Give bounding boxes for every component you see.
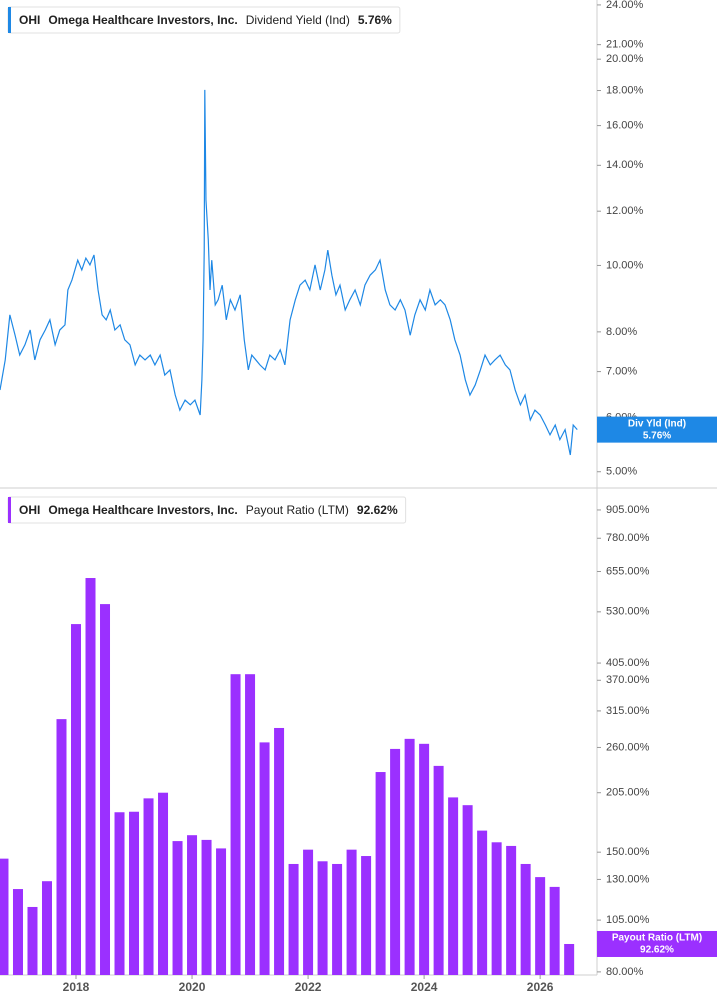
- bar: [375, 772, 386, 975]
- y-tick-label: 530.00%: [606, 606, 650, 618]
- value-tag: [597, 930, 717, 957]
- bar: [317, 861, 328, 975]
- bar: [332, 863, 343, 975]
- y-tick-label: 655.00%: [606, 565, 650, 577]
- line-series: [0, 89, 578, 456]
- bar: [85, 578, 96, 975]
- value-tag-value: 92.62%: [640, 945, 674, 956]
- y-tick-label: 150.00%: [606, 846, 650, 858]
- bar: [216, 848, 227, 975]
- y-tick-label: 205.00%: [606, 787, 650, 799]
- bar: [12, 889, 23, 975]
- bar: [172, 841, 183, 975]
- y-tick-label: 21.00%: [606, 39, 644, 51]
- value-tag: [597, 416, 717, 443]
- legend: OHI Omega Healthcare Investors, Inc. Divid…: [7, 6, 401, 34]
- y-tick-label: 7.00%: [606, 366, 637, 378]
- y-tick-label: 130.00%: [606, 873, 650, 885]
- y-tick-label: 80.00%: [606, 966, 644, 978]
- bar: [506, 845, 517, 975]
- legend-text: Omega Healthcare Investors, Inc.: [48, 13, 237, 27]
- legend-text: Dividend Yield (Ind): [246, 13, 350, 27]
- bar: [201, 839, 212, 975]
- bar: [56, 719, 67, 975]
- x-tick-label: 2018: [63, 980, 90, 994]
- bar: [129, 811, 140, 975]
- y-tick-label: 24.00%: [606, 0, 644, 11]
- bar: [158, 792, 169, 975]
- bar: [477, 830, 488, 975]
- legend-text: OHI: [19, 13, 40, 27]
- bar: [346, 849, 357, 975]
- bar: [491, 842, 502, 975]
- x-tick-label: 2024: [411, 980, 438, 994]
- bar: [27, 906, 38, 975]
- y-tick-label: 8.00%: [606, 326, 637, 338]
- y-tick-label: 16.00%: [606, 119, 644, 131]
- x-tick-label: 2026: [527, 980, 554, 994]
- bar: [274, 727, 285, 975]
- legend: OHI Omega Healthcare Investors, Inc. Payou…: [7, 496, 407, 524]
- bar: [41, 881, 52, 975]
- y-tick-label: 20.00%: [606, 53, 644, 65]
- bar: [549, 886, 560, 975]
- y-tick-label: 10.00%: [606, 259, 644, 271]
- bar: [564, 943, 575, 975]
- bar: [259, 742, 270, 975]
- value-tag-name: Payout Ratio (LTM): [612, 933, 702, 944]
- bar: [433, 765, 444, 975]
- y-tick-label: 105.00%: [606, 914, 650, 926]
- bar: [520, 863, 531, 975]
- bar: [404, 738, 415, 975]
- legend-text: 92.62%: [357, 503, 398, 517]
- legend-swatch: [8, 7, 11, 33]
- bar: [535, 877, 546, 975]
- value-tag-name: Div Yld (Ind): [628, 418, 686, 429]
- bar: [448, 797, 459, 975]
- bar: [114, 812, 125, 975]
- legend-text: 5.76%: [358, 13, 392, 27]
- bar: [288, 863, 299, 975]
- bar: [245, 674, 256, 975]
- bar: [100, 604, 111, 975]
- x-tick-label: 2020: [179, 980, 206, 994]
- y-tick-label: 5.00%: [606, 466, 637, 478]
- y-tick-label: 370.00%: [606, 674, 650, 686]
- bar: [230, 674, 241, 975]
- bar: [187, 835, 198, 975]
- legend-text: Payout Ratio (LTM): [246, 503, 349, 517]
- bar: [390, 748, 401, 975]
- bar: [303, 849, 314, 975]
- y-tick-label: 14.00%: [606, 159, 644, 171]
- bar: [71, 624, 82, 975]
- y-tick-label: 405.00%: [606, 657, 650, 669]
- y-tick-label: 315.00%: [606, 705, 650, 717]
- y-tick-label: 18.00%: [606, 84, 644, 96]
- x-tick-label: 2022: [295, 980, 322, 994]
- bar: [0, 858, 9, 975]
- value-tag-value: 5.76%: [643, 430, 671, 441]
- bar: [361, 856, 372, 975]
- bar: [143, 798, 154, 975]
- y-tick-label: 780.00%: [606, 532, 650, 544]
- y-tick-label: 12.00%: [606, 205, 644, 217]
- bar: [462, 805, 473, 975]
- legend-text: OHI: [19, 503, 40, 517]
- legend-swatch: [8, 497, 11, 523]
- bar: [419, 743, 430, 975]
- y-tick-label: 260.00%: [606, 741, 650, 753]
- y-tick-label: 905.00%: [606, 504, 650, 516]
- legend-text: Omega Healthcare Investors, Inc.: [48, 503, 237, 517]
